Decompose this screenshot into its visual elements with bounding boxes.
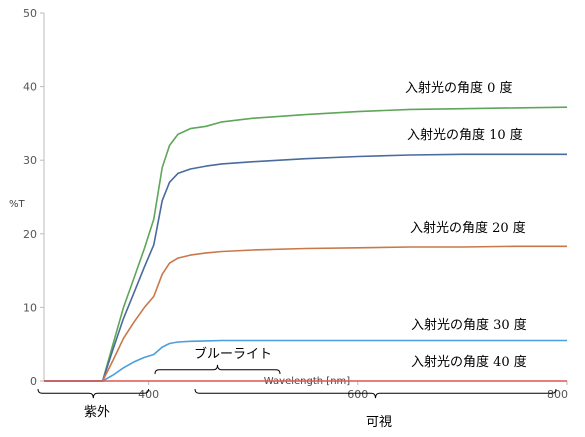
series-line (44, 245, 567, 382)
x-tick-label: 600 (347, 388, 368, 401)
x-axis-ticks: 400 600 800 (138, 381, 568, 401)
series-line (44, 153, 567, 382)
region-brace (37, 388, 150, 399)
y-tick-label: 0 (30, 375, 37, 388)
y-tick-label: 50 (23, 7, 37, 20)
region-label: 紫外 (84, 405, 110, 420)
series-label: 入射光の角度 0 度 (405, 80, 513, 96)
series-label: 入射光の角度 40 度 (411, 354, 527, 370)
region-label: 可視 (366, 415, 392, 430)
x-tick-label: 400 (138, 388, 159, 401)
y-axis-title: %T (9, 199, 26, 210)
series-lines (44, 106, 568, 382)
series-line (44, 339, 567, 382)
series-line (44, 106, 568, 382)
y-tick-label: 10 (23, 301, 37, 314)
series-label: 入射光の角度 20 度 (410, 220, 526, 236)
series-label: 入射光の角度 30 度 (411, 317, 527, 333)
region-brace (154, 364, 281, 375)
y-tick-label: 40 (23, 81, 37, 94)
y-tick-label: 30 (23, 154, 37, 167)
series-label: 入射光の角度 10 度 (407, 127, 523, 143)
region-label: ブルーライト (194, 346, 272, 362)
y-tick-label: 20 (23, 228, 37, 241)
x-tick-label: 800 (547, 388, 568, 401)
y-axis-ticks: 0 10 20 30 40 50 (23, 7, 44, 388)
region-brace (194, 388, 557, 399)
